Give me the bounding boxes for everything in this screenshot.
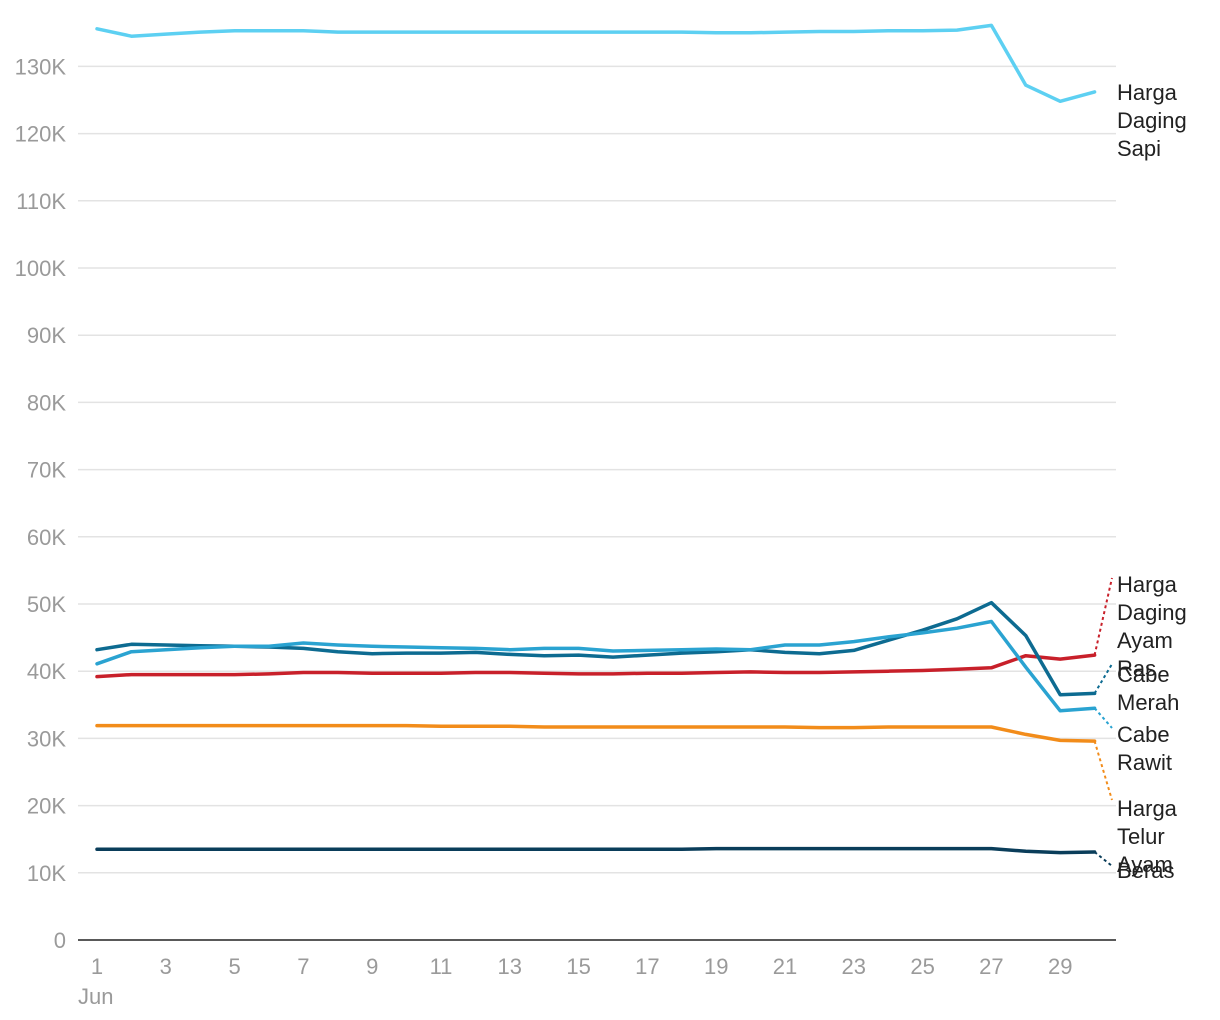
series-label: Harga Daging Sapi	[1117, 80, 1187, 161]
x-tick-label: 3	[160, 954, 172, 979]
series-label-line: Daging	[1117, 600, 1187, 625]
series-label: Cabe Merah	[1117, 662, 1179, 715]
series-label-line: Cabe	[1117, 722, 1170, 747]
label-leader	[1093, 707, 1113, 729]
y-tick-label: 50K	[27, 592, 66, 617]
x-tick-label: 11	[430, 954, 453, 979]
series-label-line: Telur	[1117, 824, 1165, 849]
series-lines	[95, 23, 1097, 855]
series-label-line: Cabe	[1117, 662, 1170, 687]
series-label-line: Daging	[1117, 108, 1187, 133]
series-label-line: Rawit	[1117, 750, 1172, 775]
series-label-line: Harga	[1117, 572, 1178, 597]
x-tick-label: 15	[566, 954, 590, 979]
series-label-line: Beras	[1117, 858, 1174, 883]
x-tick-label: 13	[498, 954, 522, 979]
x-tick-label: 5	[228, 954, 240, 979]
label-leader-lines	[1093, 577, 1113, 867]
y-tick-label: 120K	[15, 122, 67, 147]
label-leader	[1093, 740, 1113, 801]
series-label: Cabe Rawit	[1117, 722, 1172, 775]
y-tick-label: 110K	[16, 189, 66, 214]
series-line	[95, 619, 1097, 713]
x-tick-label: 27	[979, 954, 1003, 979]
y-axis-tick-labels: 0 10K 20K 30K 40K 50K 60K 70K 80K 90K 100K 110K 120K…	[15, 54, 67, 953]
y-tick-label: 70K	[27, 458, 66, 483]
x-tick-label: 25	[910, 954, 934, 979]
series-label: Harga Telur Ayam	[1117, 796, 1178, 877]
gridlines	[78, 65, 1116, 874]
y-tick-label: 10K	[27, 861, 66, 886]
x-tick-label: 1	[91, 954, 103, 979]
y-tick-label: 30K	[27, 726, 66, 751]
label-leader	[1093, 577, 1113, 656]
series-label-line: Sapi	[1117, 136, 1161, 161]
series-label: Beras	[1117, 858, 1174, 883]
series-line	[95, 23, 1097, 104]
y-tick-label: 40K	[27, 659, 66, 684]
series-label-line: Ras	[1117, 656, 1156, 681]
series-label-line: Harga	[1117, 796, 1178, 821]
y-tick-label: 100K	[15, 256, 67, 281]
y-tick-label: 0	[54, 928, 66, 953]
x-tick-label: 9	[366, 954, 378, 979]
series-label-line: Merah	[1117, 690, 1179, 715]
series-line	[95, 846, 1097, 855]
y-tick-label: 90K	[27, 323, 66, 348]
y-tick-label: 80K	[27, 390, 66, 415]
label-leader	[1093, 663, 1113, 694]
series-line	[95, 723, 1097, 743]
x-tick-label: 7	[297, 954, 309, 979]
series-label: Harga Daging Ayam Ras	[1117, 572, 1187, 681]
y-tick-label: 20K	[27, 794, 66, 819]
x-axis-tick-labels: 1 3 5 7 9 11 13 15 17 19 21 23 25 27 29	[91, 954, 1073, 979]
x-axis-month-label: Jun	[78, 984, 113, 1009]
series-label-line: Ayam	[1117, 628, 1173, 653]
x-tick-label: 29	[1048, 954, 1072, 979]
y-tick-label: 60K	[27, 525, 66, 550]
series-label-line: Harga	[1117, 80, 1178, 105]
x-tick-label: 19	[704, 954, 728, 979]
x-tick-label: 21	[773, 954, 797, 979]
x-tick-label: 23	[842, 954, 866, 979]
label-leader	[1093, 851, 1113, 867]
series-line	[95, 653, 1097, 679]
series-label-line: Ayam	[1117, 852, 1173, 877]
y-tick-label: 130K	[15, 54, 67, 79]
x-tick-label: 17	[635, 954, 659, 979]
